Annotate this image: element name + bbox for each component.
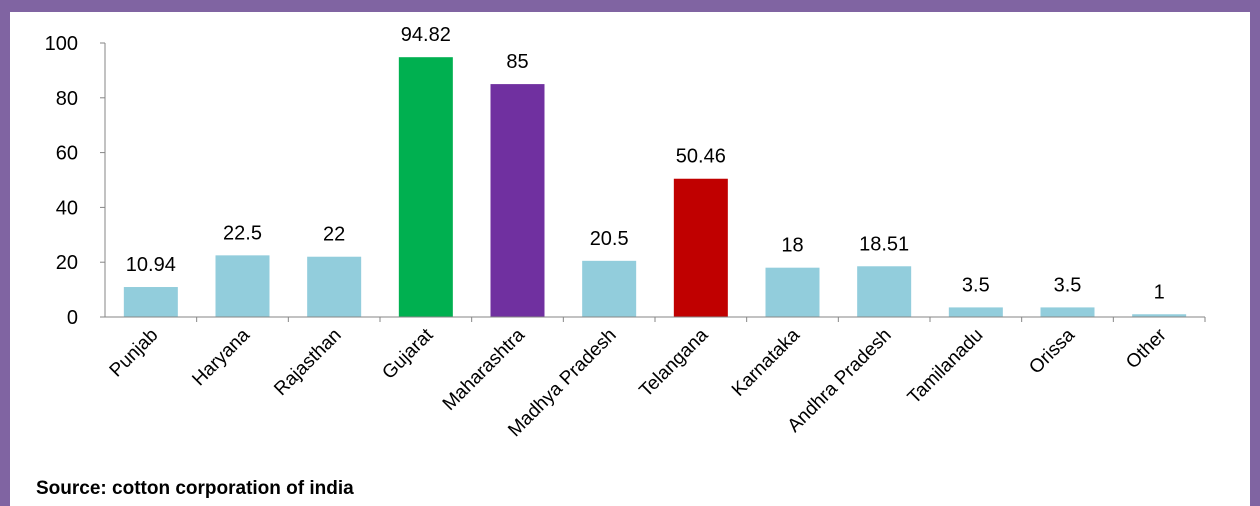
data-label: 50.46	[676, 146, 726, 168]
y-tick-label: 100	[45, 33, 78, 55]
y-tick-label: 60	[56, 143, 78, 165]
y-tick-label: 20	[56, 252, 78, 274]
data-label: 22.5	[223, 222, 262, 244]
bar	[1132, 314, 1187, 317]
x-tick-label: Rajasthan	[270, 325, 345, 400]
bar	[307, 256, 362, 317]
data-label: 18	[781, 235, 803, 257]
x-tick-label: Telangana	[636, 324, 713, 401]
bar	[673, 178, 728, 317]
data-label: 10.94	[126, 254, 176, 276]
data-label: 85	[506, 51, 528, 73]
x-tick-label: Maharashtra	[439, 324, 530, 415]
data-label: 3.5	[1054, 274, 1082, 296]
bar	[765, 267, 820, 317]
y-tick-label: 40	[56, 197, 78, 219]
bar	[1040, 307, 1095, 317]
bar	[582, 260, 637, 317]
x-tick-label: Punjab	[106, 325, 163, 382]
bar	[123, 287, 178, 317]
bar	[948, 307, 1003, 317]
data-labels: 10.94 22.5 22 94.82 85 20.5 50.46 18 18.51 3.5 3.5…	[126, 24, 1165, 303]
bar	[215, 255, 270, 317]
bar	[490, 84, 545, 317]
bar	[857, 266, 912, 317]
data-label: 1	[1154, 281, 1165, 303]
data-label: 22	[323, 224, 345, 246]
x-tick-label: Gujarat	[378, 324, 437, 383]
data-label: 94.82	[401, 24, 451, 46]
data-label: 20.5	[590, 228, 629, 250]
x-tick-label: Tamilanadu	[904, 325, 988, 409]
source-note: Source: cotton corporation of india	[36, 478, 354, 499]
y-tick-label: 0	[67, 307, 78, 329]
y-tick-label: 80	[56, 88, 78, 110]
x-tick-label: Haryana	[188, 324, 254, 390]
y-axis: 0 20 40 60 80 100	[45, 33, 106, 329]
data-label: 18.51	[859, 233, 909, 255]
bar	[398, 57, 453, 317]
x-axis: Punjab Haryana Rajasthan Gujarat Maharashtra…	[105, 316, 1206, 441]
bars	[123, 57, 1187, 317]
data-label: 3.5	[962, 274, 990, 296]
x-tick-label: Karnataka	[728, 324, 804, 400]
x-tick-label: Other	[1122, 324, 1171, 373]
x-tick-label: Orissa	[1025, 324, 1079, 378]
